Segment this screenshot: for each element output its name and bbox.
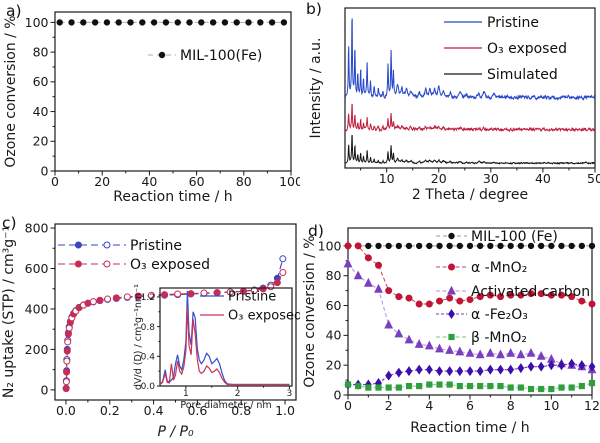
svg-text:200: 200 — [25, 342, 49, 357]
svg-text:2: 2 — [385, 398, 393, 413]
legend-label-mno: β -MnO₂ — [471, 330, 527, 346]
svg-text:20: 20 — [326, 358, 342, 373]
panel-d-x-axis-title: Reaction time / h — [410, 420, 529, 436]
svg-text:10: 10 — [543, 398, 559, 413]
svg-text:0.6: 0.6 — [187, 403, 207, 418]
panel-a-chart-ozone-stability: 0 20 40 60 80 100 0 20 40 60 80 100 Reaction time / … — [3, 11, 300, 205]
series-o-exposed — [344, 103, 596, 133]
svg-text:0.0: 0.0 — [56, 403, 76, 418]
svg-text:20: 20 — [94, 174, 110, 189]
series-mno — [344, 379, 596, 393]
panel-a-y-axis-title: Ozone conversion / % — [3, 15, 19, 167]
svg-text:80: 80 — [326, 268, 342, 283]
legend-label-activated-carbon: Activated carbon — [471, 284, 590, 300]
series-pristine — [62, 255, 287, 392]
panel-b-chart-xrd-patterns: 10 20 30 40 50 2 Theta / degree Intensity / a.… — [308, 7, 600, 203]
svg-text:80: 80 — [236, 174, 252, 189]
svg-text:60: 60 — [189, 174, 205, 189]
svg-text:80: 80 — [33, 44, 49, 59]
legend-label-fe-o: α -Fe₂O₃ — [471, 307, 528, 323]
svg-text:0: 0 — [51, 174, 59, 189]
svg-text:6: 6 — [466, 398, 474, 413]
legend-label-pristine: Pristine — [487, 15, 539, 31]
panel-a: a) 0 20 40 60 80 100 0 20 40 60 80 100 Reaction time… — [0, 0, 300, 210]
legend-label-o-exposed: O₃ exposed — [130, 257, 210, 273]
svg-text:0: 0 — [41, 163, 49, 178]
panel-c: c) 0.0 0.2 0.4 0.6 0.8 1.0 0 200 400 600 800 P / P₀… — [0, 210, 300, 443]
panel-d-chart-catalyst-comparison: 0 2 4 6 8 10 12 0 20 40 60 80 100 Reaction time / h Oz… — [302, 227, 600, 436]
svg-text:40: 40 — [33, 104, 49, 119]
svg-text:40: 40 — [326, 328, 342, 343]
series-activated-carbon — [343, 258, 597, 374]
svg-text:60: 60 — [33, 74, 49, 89]
svg-text:20: 20 — [33, 134, 49, 149]
panel-b-y-axis-title: Intensity / a.u. — [308, 38, 324, 139]
svg-text:40: 40 — [141, 174, 157, 189]
series-mil-100-fe — [56, 19, 288, 26]
legend-label-o-exposed: O₃ exposed — [487, 41, 567, 57]
svg-text:0.4: 0.4 — [144, 403, 164, 418]
panel-d: d) 0 2 4 6 8 10 12 0 20 40 60 80 100 Reaction time / … — [300, 210, 600, 443]
svg-text:40: 40 — [535, 171, 551, 186]
panel-a-legend: MIL-100(Fe) — [148, 48, 262, 64]
series-simulated — [344, 134, 596, 165]
legend-label-simulated: Simulated — [487, 67, 558, 83]
legend-label-mil-100-fe: MIL-100(Fe) — [180, 48, 262, 64]
panel-c-label: c) — [2, 214, 17, 232]
svg-text:0: 0 — [344, 398, 352, 413]
panel-c-legend: Pristine O₃ exposed — [58, 238, 210, 273]
svg-text:30: 30 — [483, 171, 499, 186]
svg-text:600: 600 — [25, 261, 49, 276]
panel-c-chart-n2-isotherm: 0.0 0.2 0.4 0.6 0.8 1.0 0 200 400 600 800 P / P₀ N₂ … — [1, 220, 297, 440]
svg-text:20: 20 — [431, 171, 447, 186]
panel-b-axes: 10 20 30 40 50 2 Theta / degree Intensity / a.… — [308, 7, 600, 203]
svg-text:60: 60 — [326, 298, 342, 313]
svg-text:12: 12 — [584, 398, 600, 413]
panel-a-label: a) — [6, 2, 22, 20]
legend-label-pristine: Pristine — [130, 238, 182, 254]
panel-b: b) 10 20 30 40 50 2 Theta / degree Intensity /… — [300, 0, 600, 210]
svg-text:800: 800 — [25, 220, 49, 235]
panel-c-x-axis-title: P / P₀ — [157, 424, 194, 440]
panel-c-y-axis-title: N₂ uptake (STP) / cm³g⁻¹ — [1, 226, 17, 398]
svg-text:4: 4 — [425, 398, 433, 413]
svg-text:0: 0 — [41, 382, 49, 397]
svg-text:1.0: 1.0 — [275, 403, 295, 418]
series-o-exposed — [62, 269, 287, 393]
panel-c-axes: 0.0 0.2 0.4 0.6 0.8 1.0 0 200 400 600 800 P / P₀ N₂ … — [1, 220, 297, 440]
series-pristine — [344, 18, 596, 102]
svg-text:100: 100 — [279, 174, 300, 189]
svg-text:50: 50 — [587, 171, 600, 186]
svg-text:0: 0 — [334, 387, 342, 402]
panel-d-axes: 0 2 4 6 8 10 12 0 20 40 60 80 100 Reaction time / h Oz… — [302, 227, 600, 436]
svg-text:100: 100 — [25, 15, 49, 30]
series-mno — [344, 242, 596, 308]
panel-b-x-axis-title: 2 Theta / degree — [412, 187, 528, 203]
legend-label-mil-100-fe: MIL-100 (Fe) — [471, 229, 558, 245]
panel-d-label: d) — [308, 222, 324, 240]
series-mil-100-fe — [344, 242, 596, 250]
svg-text:0.2: 0.2 — [100, 403, 120, 418]
panel-b-legend: Pristine O₃ exposed Simulated — [444, 15, 567, 83]
svg-text:0.8: 0.8 — [231, 403, 251, 418]
panel-d-legend: MIL-100 (Fe) α -MnO₂ Activated carbon α -Fe… — [436, 229, 590, 346]
svg-text:10: 10 — [379, 171, 395, 186]
legend-label-mno: α -MnO₂ — [471, 260, 527, 276]
panel-a-x-axis-title: Reaction time / h — [113, 189, 232, 205]
svg-text:400: 400 — [25, 301, 49, 316]
panel-d-y-axis-title: Ozone conversion / % — [302, 235, 318, 387]
svg-text:100: 100 — [318, 238, 342, 253]
svg-text:8: 8 — [507, 398, 515, 413]
panel-b-label: b) — [306, 0, 322, 18]
panel-a-axes: 0 20 40 60 80 100 0 20 40 60 80 100 Reaction time / … — [3, 11, 300, 205]
